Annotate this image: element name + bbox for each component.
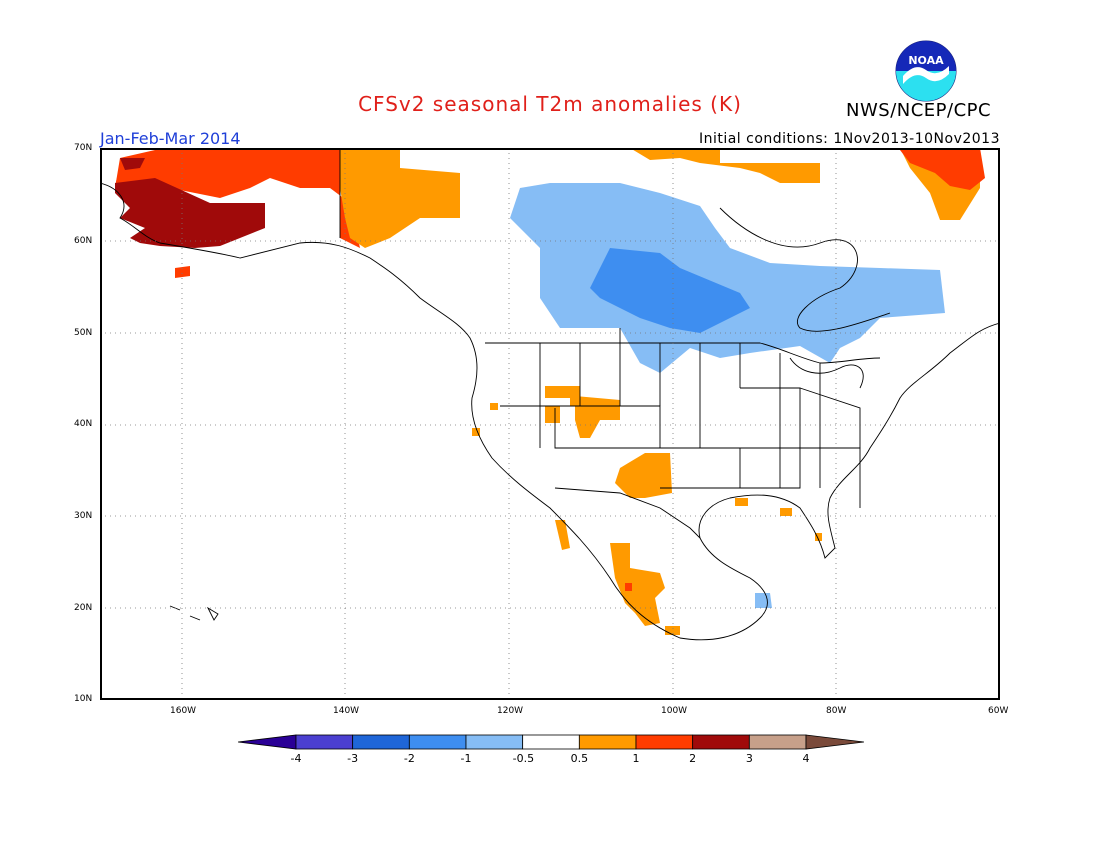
anomaly-region-yucatan-blue <box>755 593 772 608</box>
colorbar-swatch <box>748 734 807 750</box>
colorbar-label: -0.5 <box>512 752 535 765</box>
anomaly-region-baja <box>555 520 570 550</box>
colorbar-arrow-high <box>805 734 864 750</box>
colorbar-label: -2 <box>403 752 415 765</box>
colorbar-label: 3 <box>745 752 753 765</box>
anomaly-region-rockies-1 <box>545 386 580 406</box>
anomaly-region-gulf-1 <box>735 498 748 506</box>
anomaly-shading <box>115 148 985 635</box>
agency-label: NWS/NCEP/CPC <box>846 100 992 121</box>
anomaly-region-southwest <box>615 453 672 498</box>
colorbar-label: -3 <box>347 752 359 765</box>
colorbar-swatch <box>295 734 354 750</box>
anomaly-region-alaska-red <box>115 150 360 248</box>
anomaly-region-mexico <box>610 543 665 626</box>
lon-label: 80W <box>826 706 847 716</box>
lat-label: 20N <box>74 603 93 613</box>
colorbar-label: 0.5 <box>570 752 589 765</box>
colorbar-swatch <box>692 734 750 750</box>
anomaly-region-gulf-2 <box>780 508 792 516</box>
anomaly-region-rockies-3 <box>545 406 560 423</box>
colorbar-swatch <box>408 734 467 750</box>
anomaly-region-mexico-red <box>625 583 632 591</box>
lon-label: 60W <box>988 706 1009 716</box>
anomaly-region-greenland-red <box>900 148 985 190</box>
colorbar-swatch <box>635 734 694 750</box>
graticule <box>100 148 1000 700</box>
anomaly-region-mexico-s <box>665 626 680 635</box>
anomaly-region-yukon-orange <box>340 150 460 248</box>
lat-label: 70N <box>74 143 93 153</box>
coastlines <box>100 150 1000 641</box>
lat-label: 50N <box>74 328 93 338</box>
colorbar-label: 2 <box>689 752 697 765</box>
colorbar-arrow-low <box>238 734 297 750</box>
anomaly-region-canada-lightblue <box>510 183 945 373</box>
lon-label: 140W <box>333 706 360 716</box>
lon-label: 100W <box>661 706 688 716</box>
lat-label: 60N <box>74 236 93 246</box>
colorbar-label: -4 <box>290 752 302 765</box>
noaa-logo: NOAA <box>895 40 957 102</box>
anomaly-region-alaska-aleut <box>175 266 190 278</box>
lat-label: 40N <box>74 419 93 429</box>
colorbar-swatch <box>465 734 524 750</box>
colorbar-label: -1 <box>460 752 472 765</box>
anomaly-map <box>100 148 1000 700</box>
forecast-period: Jan-Feb-Mar 2014 <box>100 129 241 148</box>
colorbar-swatch <box>578 734 637 750</box>
anomaly-region-west-1 <box>490 403 498 410</box>
lon-label: 120W <box>497 706 524 716</box>
colorbar-swatch <box>352 734 410 750</box>
lat-label: 30N <box>74 511 93 521</box>
anomaly-region-arctic-orange <box>630 148 820 183</box>
anomaly-region-alaska-darkred <box>115 178 265 248</box>
svg-text:NOAA: NOAA <box>908 54 944 67</box>
map-frame <box>100 148 1000 700</box>
anomaly-region-alaska-darkred-n <box>120 158 145 170</box>
colorbar-label: 4 <box>802 752 810 765</box>
lat-label: 10N <box>74 694 93 704</box>
colorbar-swatch <box>522 734 580 750</box>
initial-conditions: Initial conditions: 1Nov2013-10Nov2013 <box>698 131 1000 147</box>
colorbar-label: 1 <box>632 752 640 765</box>
lon-label: 160W <box>170 706 197 716</box>
anomaly-region-rockies-2 <box>575 396 620 438</box>
colorbar <box>238 734 864 750</box>
anomaly-region-canada-blue <box>590 248 750 333</box>
chart-title: CFSv2 seasonal T2m anomalies (K) <box>358 92 742 116</box>
